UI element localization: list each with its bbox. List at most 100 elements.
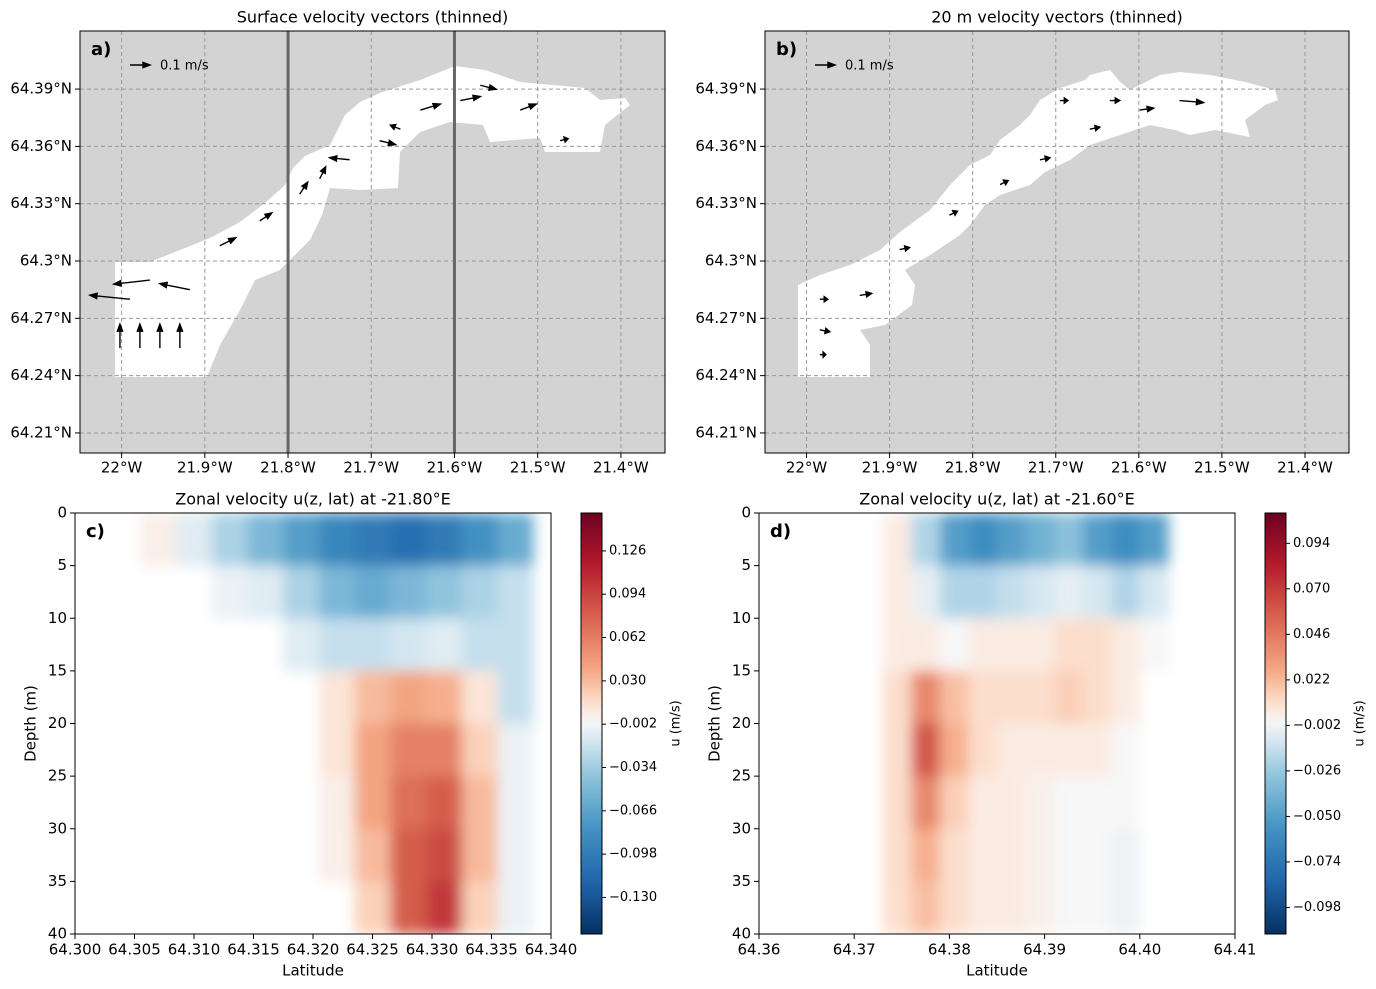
velocity-cell xyxy=(247,565,284,619)
y-axis-label: Depth (m) xyxy=(22,685,40,762)
y-tick-label: 64.27°N xyxy=(10,309,72,327)
velocity-arrow xyxy=(460,94,483,102)
velocity-cell xyxy=(1054,723,1084,777)
y-tick-label: 10 xyxy=(48,609,67,627)
colorbar-tick-label: −0.002 xyxy=(1293,718,1341,733)
panel-title: Zonal velocity u(z, lat) at -21.80°E xyxy=(175,490,451,509)
velocity-cell xyxy=(354,565,391,619)
x-tick-label: 21.9°W xyxy=(862,459,918,477)
velocity-cell xyxy=(1054,618,1084,672)
velocity-cell xyxy=(354,670,391,724)
velocity-arrow xyxy=(519,103,539,111)
velocity-cell xyxy=(461,565,498,619)
velocity-cell xyxy=(968,828,998,882)
velocity-cell xyxy=(939,828,969,882)
velocity-cell xyxy=(1025,723,1055,777)
y-tick-label: 5 xyxy=(741,556,751,574)
velocity-cell xyxy=(318,828,356,882)
colorbar-label: u (m/s) xyxy=(1353,700,1368,746)
velocity-arrow xyxy=(1179,98,1206,106)
velocity-cell xyxy=(283,618,320,672)
panel-title: Surface velocity vectors (thinned) xyxy=(237,8,508,27)
colorbar-tick-label: 0.094 xyxy=(609,587,646,602)
contour-clip xyxy=(140,513,534,934)
velocity-cell xyxy=(1082,881,1112,934)
velocity-cell xyxy=(1054,776,1084,830)
x-tick-label: 64.41 xyxy=(1214,941,1257,959)
velocity-cell xyxy=(1082,828,1112,882)
velocity-arrow xyxy=(259,211,274,222)
y-tick-label: 64.3°N xyxy=(20,252,72,270)
y-tick-label: 35 xyxy=(732,872,751,890)
velocity-arrow xyxy=(219,236,238,247)
velocity-arrow xyxy=(319,165,327,180)
y-tick-label: 0 xyxy=(57,504,67,522)
velocity-cell xyxy=(911,618,941,672)
x-tick-label: 64.38 xyxy=(928,941,971,959)
velocity-cell xyxy=(497,881,534,934)
y-tick-label: 40 xyxy=(732,925,751,943)
velocity-cell xyxy=(997,723,1027,777)
velocity-cell xyxy=(939,881,969,934)
velocity-cell xyxy=(390,881,427,934)
y-tick-label: 64.3°N xyxy=(705,252,757,270)
y-tick-label: 15 xyxy=(732,661,751,679)
velocity-cell xyxy=(1054,513,1084,567)
velocity-arrow xyxy=(379,139,398,147)
velocity-cell xyxy=(426,513,463,567)
velocity-cell xyxy=(1054,670,1084,724)
velocity-cell xyxy=(354,618,391,672)
y-tick-label: 64.36°N xyxy=(10,137,72,155)
velocity-cell xyxy=(461,513,498,567)
velocity-cell xyxy=(354,881,391,934)
velocity-arrow xyxy=(157,281,190,291)
velocity-cell xyxy=(882,618,912,672)
panel: Zonal velocity u(z, lat) at -21.60°E 64.3… xyxy=(706,490,1368,980)
colorbar-tick-label: −0.098 xyxy=(609,847,657,862)
colorbar-tick-label: −0.130 xyxy=(609,890,657,905)
colorbar-label: u (m/s) xyxy=(669,700,684,746)
y-tick-label: 25 xyxy=(732,767,751,785)
velocity-cell xyxy=(318,513,356,567)
x-tick-label: 64.320 xyxy=(287,941,340,959)
velocity-cell xyxy=(1082,723,1112,777)
velocity-arrow xyxy=(1039,155,1052,163)
colorbar xyxy=(1264,512,1287,935)
x-tick-label: 22°W xyxy=(786,459,828,477)
x-tick-label: 64.40 xyxy=(1118,941,1161,959)
velocity-arrow xyxy=(859,290,874,299)
contour-clip xyxy=(882,513,1169,934)
velocity-cell xyxy=(426,618,463,672)
velocity-arrow xyxy=(389,123,401,131)
velocity-cell xyxy=(390,723,427,777)
velocity-arrow xyxy=(111,279,150,287)
colorbar xyxy=(580,512,603,935)
velocity-cell xyxy=(318,565,356,619)
velocity-cell xyxy=(882,828,912,882)
contour-field xyxy=(882,513,1169,934)
x-tick-label: 21.8°W xyxy=(260,459,316,477)
colorbar-tick-label: 0.030 xyxy=(609,673,646,688)
x-axis-label: Latitude xyxy=(966,962,1028,980)
y-tick-label: 64.33°N xyxy=(695,194,757,212)
colorbar-tick-label: −0.098 xyxy=(1293,900,1341,915)
colorbar-tick-label: 0.046 xyxy=(1293,627,1330,642)
velocity-cell xyxy=(911,881,941,934)
velocity-arrow xyxy=(327,154,350,163)
velocity-cell xyxy=(318,670,356,724)
x-tick-label: 22°W xyxy=(101,459,143,477)
contour-field xyxy=(140,513,534,934)
velocity-arrow xyxy=(819,350,827,359)
velocity-cell xyxy=(354,776,391,830)
velocity-cell xyxy=(882,670,912,724)
velocity-cell xyxy=(318,776,356,830)
colorbar-tick-label: 0.070 xyxy=(1293,581,1330,596)
velocity-arrow xyxy=(999,179,1010,187)
velocity-cell xyxy=(968,881,998,934)
velocity-cell xyxy=(1025,670,1055,724)
panel-title: Zonal velocity u(z, lat) at -21.60°E xyxy=(859,490,1135,509)
x-tick-label: 21.7°W xyxy=(1028,459,1084,477)
velocity-cell xyxy=(968,670,998,724)
velocity-cell xyxy=(997,670,1027,724)
